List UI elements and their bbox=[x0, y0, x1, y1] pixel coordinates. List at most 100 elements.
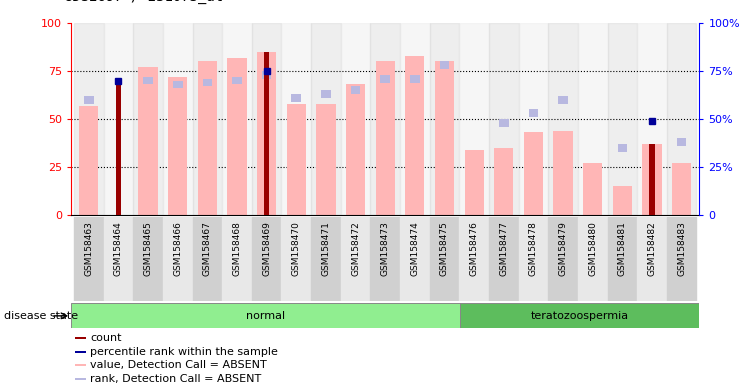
Text: GSM158474: GSM158474 bbox=[411, 221, 420, 276]
Bar bbox=[410, 75, 420, 83]
Bar bbox=[281, 23, 311, 215]
Bar bbox=[75, 364, 86, 366]
Bar bbox=[262, 71, 272, 79]
Bar bbox=[252, 23, 281, 215]
Bar bbox=[292, 94, 301, 102]
Text: GSM158465: GSM158465 bbox=[144, 221, 153, 276]
Bar bbox=[518, 23, 548, 215]
Bar bbox=[649, 144, 654, 215]
Bar bbox=[79, 106, 99, 215]
Text: GDS2697 / 231073_at: GDS2697 / 231073_at bbox=[64, 0, 223, 4]
Bar bbox=[74, 23, 104, 215]
Text: normal: normal bbox=[246, 311, 285, 321]
Bar bbox=[499, 119, 509, 127]
Bar bbox=[133, 217, 163, 301]
Bar bbox=[607, 217, 637, 301]
Bar bbox=[548, 217, 578, 301]
Bar bbox=[440, 61, 450, 69]
Text: GSM158471: GSM158471 bbox=[322, 221, 331, 276]
Text: GSM158472: GSM158472 bbox=[351, 221, 360, 276]
Bar bbox=[163, 23, 192, 215]
Bar bbox=[489, 217, 518, 301]
Bar bbox=[529, 109, 539, 117]
Bar bbox=[618, 144, 627, 152]
Bar bbox=[311, 217, 341, 301]
Bar bbox=[286, 104, 306, 215]
Bar bbox=[370, 217, 400, 301]
Bar bbox=[163, 217, 192, 301]
Text: GSM158479: GSM158479 bbox=[559, 221, 568, 276]
Text: GSM158464: GSM158464 bbox=[114, 221, 123, 276]
Bar bbox=[168, 77, 188, 215]
Bar bbox=[578, 23, 607, 215]
Text: value, Detection Call = ABSENT: value, Detection Call = ABSENT bbox=[90, 360, 266, 370]
Bar bbox=[341, 217, 370, 301]
Bar bbox=[197, 61, 217, 215]
Bar bbox=[613, 186, 632, 215]
Text: teratozoospermia: teratozoospermia bbox=[530, 311, 629, 321]
Text: percentile rank within the sample: percentile rank within the sample bbox=[90, 347, 278, 357]
Bar bbox=[144, 77, 153, 84]
Text: GSM158480: GSM158480 bbox=[588, 221, 597, 276]
Bar bbox=[203, 79, 212, 86]
Bar bbox=[252, 217, 281, 301]
Bar bbox=[429, 23, 459, 215]
Text: GSM158481: GSM158481 bbox=[618, 221, 627, 276]
Text: GSM158469: GSM158469 bbox=[262, 221, 272, 276]
Bar bbox=[192, 23, 222, 215]
Text: GSM158473: GSM158473 bbox=[381, 221, 390, 276]
Text: rank, Detection Call = ABSENT: rank, Detection Call = ABSENT bbox=[90, 374, 261, 384]
Bar bbox=[460, 303, 699, 328]
Bar bbox=[518, 217, 548, 301]
Bar bbox=[381, 75, 390, 83]
Text: GSM158468: GSM158468 bbox=[233, 221, 242, 276]
Text: GSM158475: GSM158475 bbox=[440, 221, 449, 276]
Bar bbox=[548, 23, 578, 215]
Bar bbox=[666, 217, 696, 301]
Bar bbox=[370, 23, 400, 215]
Bar bbox=[607, 23, 637, 215]
Bar bbox=[489, 23, 518, 215]
Bar bbox=[351, 86, 361, 94]
Text: disease state: disease state bbox=[4, 311, 78, 321]
Bar bbox=[637, 23, 666, 215]
Bar bbox=[138, 67, 158, 215]
Bar bbox=[311, 23, 341, 215]
Bar bbox=[232, 77, 242, 84]
Bar bbox=[435, 61, 454, 215]
Bar bbox=[257, 52, 276, 215]
Bar bbox=[75, 338, 86, 339]
Bar bbox=[71, 303, 460, 328]
Bar bbox=[133, 23, 163, 215]
Bar bbox=[227, 58, 247, 215]
Bar bbox=[341, 23, 370, 215]
Bar bbox=[75, 378, 86, 379]
Bar bbox=[222, 217, 252, 301]
Bar bbox=[264, 52, 269, 215]
Bar bbox=[637, 217, 666, 301]
Bar bbox=[429, 217, 459, 301]
Bar bbox=[643, 144, 661, 215]
Text: GSM158483: GSM158483 bbox=[677, 221, 686, 276]
Bar bbox=[281, 217, 311, 301]
Text: GSM158466: GSM158466 bbox=[174, 221, 183, 276]
Text: GSM158482: GSM158482 bbox=[648, 221, 657, 276]
Bar bbox=[666, 23, 696, 215]
Bar bbox=[578, 217, 607, 301]
Bar bbox=[672, 163, 691, 215]
Bar bbox=[677, 138, 687, 146]
Bar bbox=[74, 217, 104, 301]
Text: GSM158476: GSM158476 bbox=[470, 221, 479, 276]
Bar bbox=[494, 148, 513, 215]
Text: GSM158478: GSM158478 bbox=[529, 221, 538, 276]
Bar bbox=[173, 81, 183, 88]
Bar bbox=[192, 217, 222, 301]
Text: GSM158477: GSM158477 bbox=[499, 221, 509, 276]
Bar bbox=[321, 90, 331, 98]
Bar bbox=[222, 23, 252, 215]
Bar bbox=[75, 351, 86, 353]
Bar bbox=[583, 163, 602, 215]
Text: GSM158463: GSM158463 bbox=[85, 221, 94, 276]
Bar bbox=[400, 217, 429, 301]
Bar bbox=[104, 217, 133, 301]
